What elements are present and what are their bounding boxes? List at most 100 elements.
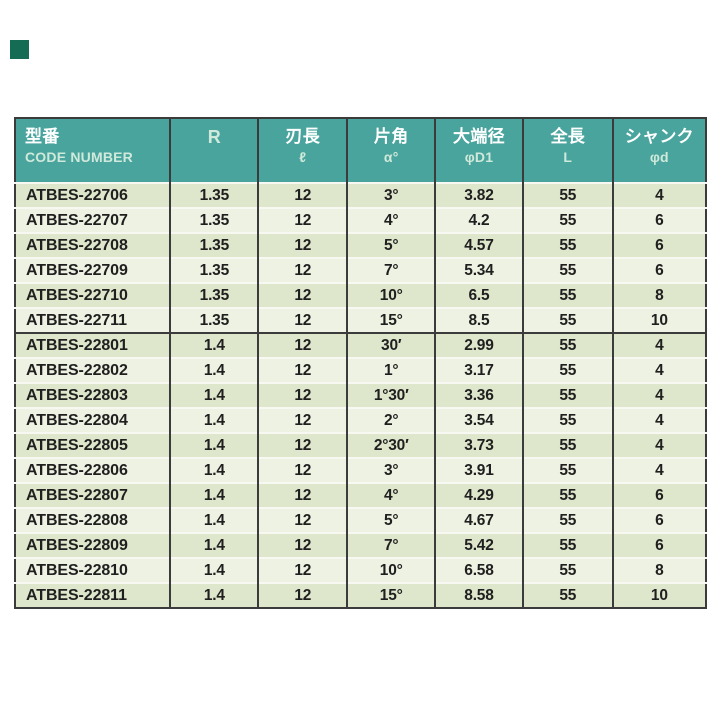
table-cell: 55 [521, 257, 613, 283]
table-cell: 12 [257, 382, 348, 408]
table-cell: 1.35 [169, 307, 259, 333]
table-cell: 7° [346, 257, 436, 283]
table-cell: 4 [611, 382, 706, 408]
table-cell: 6 [611, 207, 706, 233]
table-cell: 55 [521, 232, 613, 258]
table-row: ATBES-22802 1.4 12 1° 3.17 55 4 [15, 357, 706, 383]
table-cell: 12 [257, 207, 348, 233]
table-cell: 1° [346, 357, 436, 383]
table-cell: 4° [346, 482, 436, 508]
table-cell: 55 [521, 582, 613, 608]
table-cell: 3.73 [434, 432, 523, 458]
cell-code-number: ATBES-22706 [15, 182, 171, 208]
cell-code-number: ATBES-22803 [15, 382, 171, 408]
header-label-primary: 型番 [25, 127, 60, 146]
table-cell: 55 [521, 182, 613, 208]
table-cell: 4 [611, 432, 706, 458]
table-cell: 55 [521, 282, 613, 308]
table-row: ATBES-22711 1.35 12 15° 8.5 55 10 [15, 307, 706, 333]
table-cell: 15° [346, 307, 436, 333]
header-cell-half-angle: 片角 α° [346, 118, 436, 183]
table-cell: 8.58 [434, 582, 523, 608]
header-cell-code-number: 型番 CODE NUMBER [15, 118, 171, 183]
table-cell: 4.2 [434, 207, 523, 233]
table-cell: 4 [611, 332, 706, 358]
table-row: ATBES-22803 1.4 12 1°30′ 3.36 55 4 [15, 382, 706, 408]
table-cell: 1.4 [169, 457, 259, 483]
header-label-secondary: α° [383, 149, 399, 165]
table-cell: 12 [257, 232, 348, 258]
header-label-primary: 全長 [550, 127, 586, 146]
table-cell: 12 [257, 507, 348, 533]
table-cell: 1.4 [169, 407, 259, 433]
table-cell: 4.67 [434, 507, 523, 533]
table-cell: 2.99 [434, 332, 523, 358]
header-label-primary: R [207, 127, 221, 147]
cell-code-number: ATBES-22707 [15, 207, 171, 233]
table-cell: 2° [346, 407, 436, 433]
table-cell: 3.36 [434, 382, 523, 408]
cell-code-number: ATBES-22802 [15, 357, 171, 383]
table-cell: 10° [346, 557, 436, 583]
table-cell: 12 [257, 557, 348, 583]
header-label-secondary: φD1 [464, 149, 494, 165]
table-cell: 12 [257, 482, 348, 508]
cell-code-number: ATBES-22807 [15, 482, 171, 508]
table-cell: 12 [257, 332, 348, 358]
table-cell: 12 [257, 182, 348, 208]
header-row: 型番 CODE NUMBER R 刃長 ℓ 片角 α° 大端径 φD1 全長 L シャンク φd [15, 118, 706, 183]
table-cell: 3.54 [434, 407, 523, 433]
table-cell: 1.4 [169, 382, 259, 408]
header-label-secondary: L [563, 149, 573, 165]
corner-square-mark [10, 40, 29, 59]
cell-code-number: ATBES-22811 [15, 582, 171, 608]
table-cell: 12 [257, 457, 348, 483]
table-cell: 1.4 [169, 507, 259, 533]
table-cell: 1.4 [169, 532, 259, 558]
table-cell: 6.58 [434, 557, 523, 583]
table-cell: 1.4 [169, 357, 259, 383]
table-cell: 12 [257, 532, 348, 558]
table-cell: 1.35 [169, 282, 259, 308]
table-cell: 8 [611, 282, 706, 308]
table-cell: 3° [346, 182, 436, 208]
table-cell: 1.35 [169, 182, 259, 208]
header-label-secondary: CODE NUMBER [25, 149, 133, 165]
table-row: ATBES-22810 1.4 12 10° 6.58 55 8 [15, 557, 706, 583]
table-cell: 12 [257, 307, 348, 333]
table-cell: 4 [611, 457, 706, 483]
table-cell: 55 [521, 457, 613, 483]
table-cell: 1.4 [169, 482, 259, 508]
cell-code-number: ATBES-22709 [15, 257, 171, 283]
table-cell: 10 [611, 307, 706, 333]
table-cell: 3° [346, 457, 436, 483]
cell-code-number: ATBES-22711 [15, 307, 171, 333]
table-cell: 6 [611, 532, 706, 558]
table-cell: 12 [257, 282, 348, 308]
table-row: ATBES-22809 1.4 12 7° 5.42 55 6 [15, 532, 706, 558]
cell-code-number: ATBES-22805 [15, 432, 171, 458]
table-cell: 1.35 [169, 207, 259, 233]
table-row: ATBES-22709 1.35 12 7° 5.34 55 6 [15, 257, 706, 283]
table-cell: 3.82 [434, 182, 523, 208]
header-label-primary: 刃長 [285, 127, 321, 146]
header-label-secondary [171, 148, 257, 166]
table-cell: 55 [521, 432, 613, 458]
spec-table: 型番 CODE NUMBER R 刃長 ℓ 片角 α° 大端径 φD1 全長 L シャンク φd ATB… [14, 117, 707, 609]
table-row: ATBES-22706 1.35 12 3° 3.82 55 4 [15, 182, 706, 208]
table-cell: 6 [611, 507, 706, 533]
cell-code-number: ATBES-22804 [15, 407, 171, 433]
cell-code-number: ATBES-22708 [15, 232, 171, 258]
table-row: ATBES-22805 1.4 12 2°30′ 3.73 55 4 [15, 432, 706, 458]
table-cell: 12 [257, 582, 348, 608]
table-cell: 1.35 [169, 232, 259, 258]
table-cell: 55 [521, 407, 613, 433]
header-label-primary: 大端径 [453, 127, 505, 146]
table-cell: 1.35 [169, 257, 259, 283]
table-cell: 5° [346, 507, 436, 533]
table-cell: 15° [346, 582, 436, 608]
table-cell: 55 [521, 557, 613, 583]
table-cell: 3.91 [434, 457, 523, 483]
header-cell-r: R [169, 118, 259, 183]
header-cell-large-end-dia: 大端径 φD1 [434, 118, 523, 183]
